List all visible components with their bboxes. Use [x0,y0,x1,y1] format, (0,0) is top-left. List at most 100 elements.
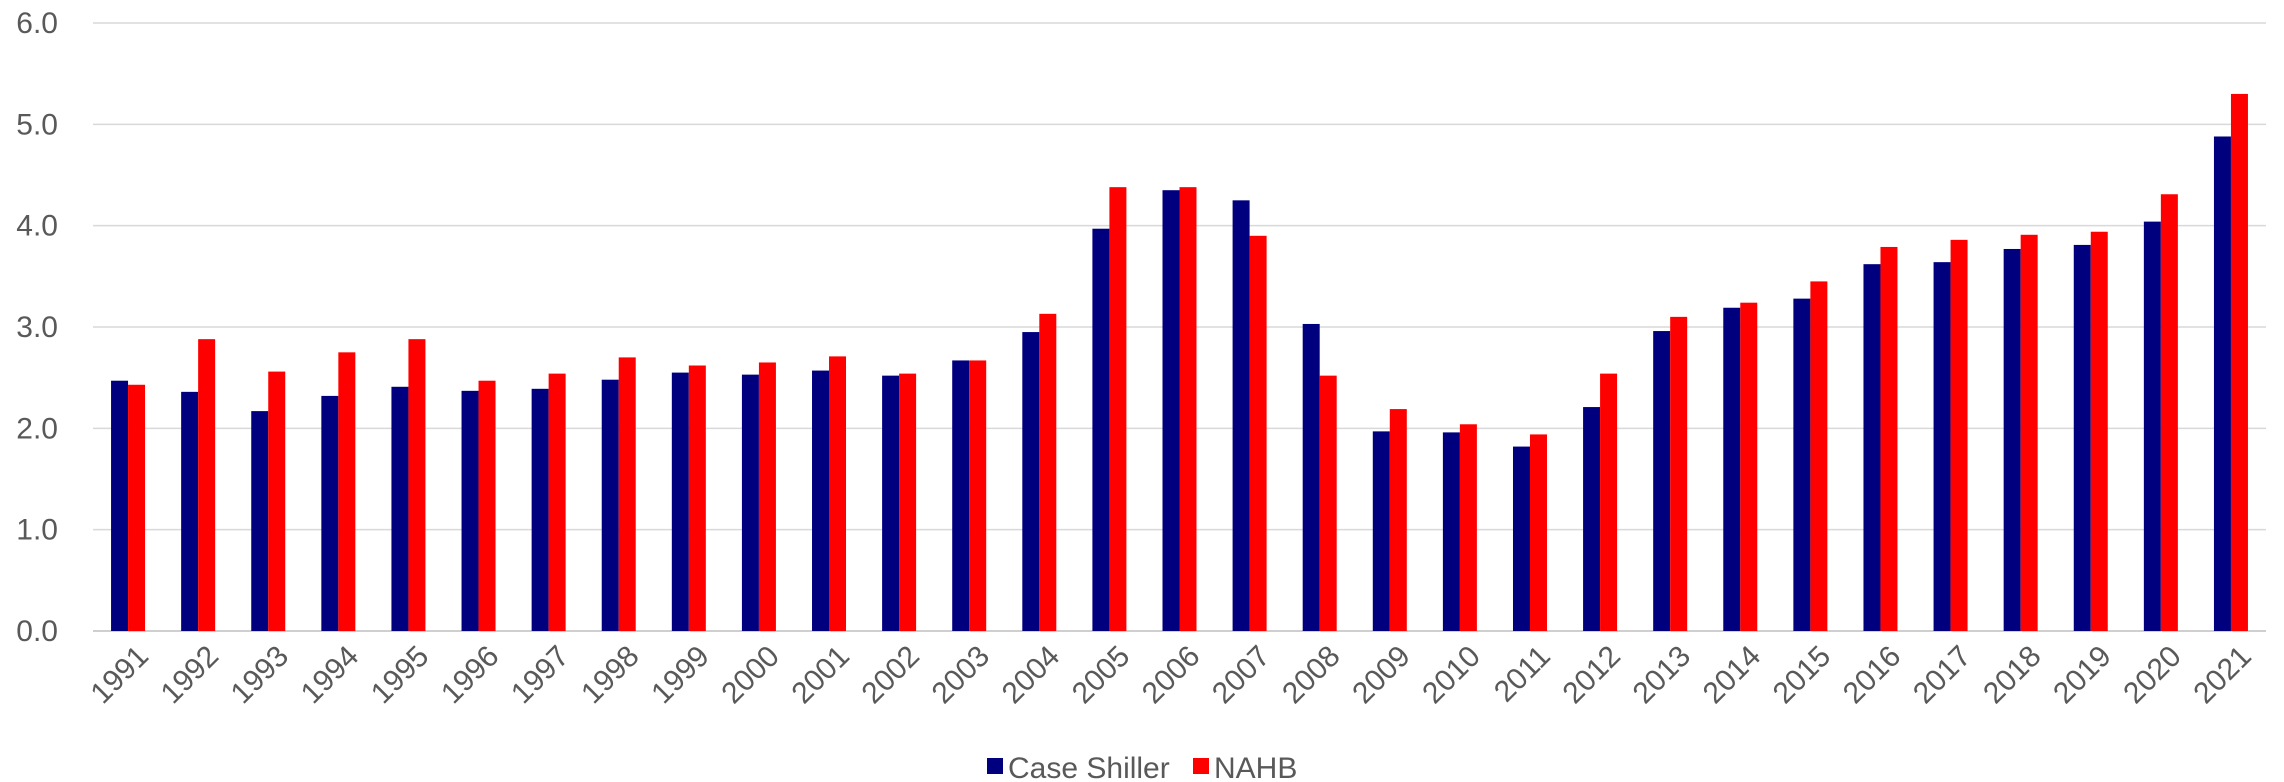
x-tick-label: 1996 [435,640,506,711]
bar-nahb-1996 [478,380,496,631]
bar-case-shiller-1996 [461,390,479,631]
bar-case-shiller-2008 [1302,323,1320,631]
bar-nahb-1993 [268,371,286,631]
x-tick-label: 1997 [505,640,576,711]
bar-case-shiller-1995 [391,386,409,631]
x-tick-label: 2011 [1488,640,1557,709]
x-tick-label: 1994 [295,640,366,711]
bar-nahb-2017 [1950,239,1968,631]
bar-case-shiller-2018 [2003,248,2021,631]
x-tick-label: 1995 [365,640,436,711]
bar-case-shiller-2003 [952,360,970,631]
bar-case-shiller-1998 [601,379,619,631]
bar-case-shiller-2014 [1723,307,1741,631]
bar-case-shiller-2013 [1653,331,1671,631]
bar-case-shiller-2001 [812,370,830,631]
legend-label-case-shiller: Case Shiller [1008,752,1170,782]
bar-case-shiller-2016 [1863,264,1881,631]
bar-case-shiller-1991 [111,380,129,631]
legend: Case Shiller NAHB [987,752,1297,782]
bar-case-shiller-2009 [1372,431,1390,631]
bar-nahb-2004 [1039,313,1057,631]
bar-nahb-2021 [2230,93,2248,631]
bar-nahb-1995 [408,339,426,631]
bar-case-shiller-2020 [2143,221,2161,631]
x-tick-label: 2017 [1907,640,1978,711]
x-tick-label: 2021 [2187,640,2258,711]
bar-nahb-2008 [1319,375,1337,631]
x-tick-label: 2019 [2047,640,2118,711]
y-tick-label: 0.0 [16,615,58,648]
bar-case-shiller-2002 [882,375,900,631]
bar-case-shiller-2011 [1512,446,1530,631]
x-tick-label: 2020 [2117,640,2188,711]
bar-nahb-2020 [2160,194,2178,631]
y-tick-label: 4.0 [16,210,58,243]
x-tick-label: 2008 [1276,640,1347,711]
bar-nahb-2011 [1529,434,1547,631]
bar-case-shiller-2019 [2073,244,2091,632]
bar-case-shiller-2000 [741,374,759,631]
bar-nahb-1998 [618,357,636,631]
bar-nahb-2002 [899,373,917,631]
bar-case-shiller-1992 [181,391,199,631]
bar-nahb-2007 [1249,235,1267,632]
bar-nahb-2003 [969,360,987,631]
bar-case-shiller-2006 [1162,190,1180,631]
x-tick-label: 1991 [84,640,155,711]
bar-case-shiller-2007 [1232,200,1250,632]
legend-label-nahb: NAHB [1214,752,1297,782]
bar-nahb-2001 [829,356,847,631]
x-tick-label: 2001 [785,640,856,711]
bar-case-shiller-2012 [1583,407,1601,631]
legend-swatch-nahb [1193,758,1209,774]
bar-case-shiller-2015 [1793,298,1811,631]
x-tick-label: 2014 [1697,640,1768,711]
x-tick-label: 2003 [926,640,997,711]
bar-nahb-2013 [1670,316,1688,631]
bar-case-shiller-2021 [2213,136,2231,631]
bar-case-shiller-1997 [531,388,549,631]
x-tick-label: 2000 [715,640,786,711]
bar-case-shiller-1999 [671,372,689,631]
y-tick-label: 3.0 [16,311,58,344]
bar-case-shiller-2010 [1442,432,1460,631]
y-tick-label: 5.0 [16,108,58,141]
bar-nahb-2014 [1740,302,1758,631]
x-tick-label: 2015 [1767,640,1838,711]
y-tick-label: 1.0 [16,514,58,547]
x-tick-label: 1993 [225,640,296,711]
bar-nahb-2009 [1389,409,1407,631]
x-tick-label: 2012 [1556,640,1627,711]
x-tick-label: 2009 [1346,640,1417,711]
x-tick-label: 2010 [1416,640,1487,711]
bar-nahb-2000 [758,362,776,631]
bar-nahb-2006 [1179,187,1197,631]
bar-nahb-2010 [1459,424,1477,631]
bar-nahb-2018 [2020,234,2038,631]
bar-nahb-1991 [128,384,146,631]
bar-nahb-1994 [338,352,356,631]
x-axis: 1991 1992 1993 1994 1995 1996 1997 1998 1999 2000… [84,640,2257,711]
bar-case-shiller-2017 [1933,262,1951,631]
x-tick-label: 2002 [856,640,927,711]
bar-nahb-2012 [1600,373,1618,631]
y-axis: 0.0 1.0 2.0 3.0 4.0 5.0 6.0 [16,7,58,648]
x-tick-label: 2016 [1837,640,1908,711]
legend-swatch-case-shiller [987,758,1003,774]
x-tick-label: 1999 [645,640,716,711]
x-tick-label: 2006 [1136,640,1207,711]
x-tick-label: 2013 [1627,640,1698,711]
bar-case-shiller-1993 [251,411,269,631]
x-tick-label: 2018 [1977,640,2048,711]
bar-nahb-1999 [688,365,706,631]
bar-nahb-1992 [198,339,216,631]
y-tick-label: 6.0 [16,7,58,40]
bar-nahb-2019 [2090,231,2108,631]
x-tick-label: 1992 [155,640,226,711]
bar-nahb-2005 [1109,187,1127,631]
bar-nahb-1997 [548,373,566,631]
y-tick-label: 2.0 [16,412,58,445]
bar-nahb-2015 [1810,281,1828,631]
